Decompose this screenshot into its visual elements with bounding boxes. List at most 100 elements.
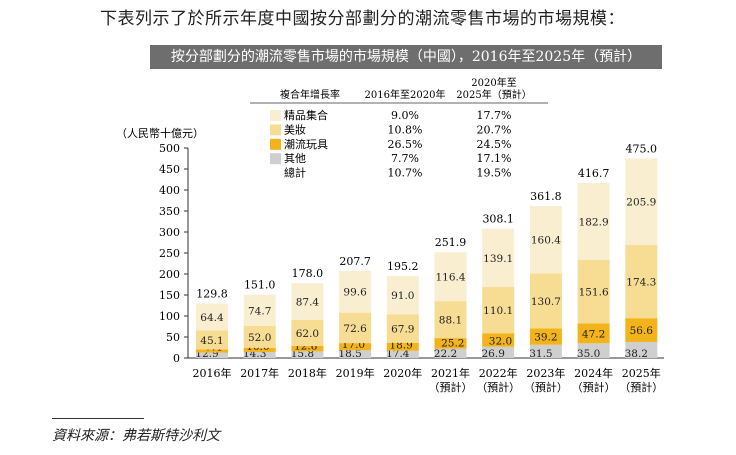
y-tick-label: 0 <box>173 352 180 365</box>
legend-cagr-2016-2020: 26.5% <box>388 138 423 151</box>
bar-total-label: 178.0 <box>292 267 324 280</box>
bar-value-label: 151.6 <box>579 287 609 299</box>
bar-segment <box>386 342 419 351</box>
x-tick-sublabel: （預計） <box>619 380 663 394</box>
x-tick-label: 2018年 <box>288 366 327 380</box>
y-tick-label: 50 <box>166 331 180 344</box>
y-axis-label: （人民幣十億元） <box>116 126 204 140</box>
chart-title: 按分部劃分的潮流零售市場的市場規模（中國），2016年至2025年（預計） <box>150 45 662 69</box>
x-tick-label: 2024年 <box>574 366 613 380</box>
bar-segment <box>339 270 372 313</box>
bar-segment <box>291 319 324 346</box>
bar-segment <box>339 343 372 351</box>
bar-value-label: 52.0 <box>248 332 271 344</box>
x-tick-label: 2019年 <box>336 366 375 380</box>
y-tick-label: 150 <box>159 289 180 302</box>
legend-swatch <box>270 138 281 150</box>
legend-label: 美妝 <box>284 122 306 136</box>
bar-segment <box>434 252 467 302</box>
bar-value-label: 130.7 <box>531 296 561 308</box>
bar-segment <box>339 312 372 344</box>
y-tick-label: 500 <box>159 142 180 155</box>
bar-total-label: 207.7 <box>339 255 371 268</box>
bar-segment <box>577 259 610 324</box>
bar-segment <box>196 349 228 353</box>
bar-segment <box>243 351 276 358</box>
bar-value-label: 39.2 <box>534 332 557 344</box>
bar-total-label: 308.1 <box>482 213 514 226</box>
bar-segment <box>243 325 276 348</box>
cagr-col1-header: 2016年至2020年 <box>365 88 446 101</box>
bar-value-label: 91.0 <box>391 290 414 302</box>
legend-cagr-2016-2020: 7.7% <box>391 152 419 165</box>
bar-value-label: 88.1 <box>439 315 462 327</box>
bar-value-label: 62.0 <box>296 328 319 340</box>
bar-segment <box>625 158 658 245</box>
cagr-col2-header-line2: 2025年（預計） <box>456 88 531 101</box>
y-tick-label: 350 <box>159 205 180 218</box>
legend-swatch <box>270 153 281 165</box>
bar-segment <box>196 330 228 350</box>
bar-value-label: 35.0 <box>577 348 600 360</box>
bar-value-label: 160.4 <box>531 235 561 247</box>
cagr-col2-header-line1: 2020年至 <box>471 76 516 89</box>
legend-cagr-2016-2020: 9.0% <box>391 109 419 122</box>
legend-cagr-2020-2025: 24.5% <box>477 138 512 151</box>
x-tick-label: 2016年 <box>193 366 232 380</box>
x-axis-labels: 2016年 2017年 2018年 2019年 2020年 2021年（預計）2022年（… <box>193 366 664 394</box>
legend-cagr-2020-2025: 17.7% <box>477 109 512 122</box>
cagr-header-label: 複合年增長率 <box>280 88 340 101</box>
bar-value-label: 67.9 <box>391 323 414 335</box>
bar-total-label: 151.0 <box>244 279 276 292</box>
bars: 12.97.445.164.4129.814.310.052.074.7151.… <box>195 143 658 360</box>
bar-value-label: 17.4 <box>386 348 410 360</box>
bar-segment <box>529 328 562 345</box>
bar-total-label: 361.8 <box>530 190 562 203</box>
bar-segment <box>434 338 467 349</box>
x-tick-label: 2022年 <box>479 366 518 380</box>
bar-value-label: 182.9 <box>579 216 609 228</box>
legend-cagr-2020-2025: 17.1% <box>477 152 512 165</box>
x-tick-sublabel: （預計） <box>524 380 568 394</box>
bar-segment <box>482 228 515 288</box>
bar-segment <box>386 276 419 315</box>
y-tick-label: 450 <box>159 163 180 176</box>
bar-segment <box>577 323 610 344</box>
bar-segment <box>386 314 419 343</box>
bar-segment <box>291 283 324 320</box>
y-tick-label: 200 <box>159 268 180 281</box>
legend-cagr-2016-2020: 10.8% <box>388 123 423 136</box>
bar-total-label: 251.9 <box>435 236 467 249</box>
source-note: 資料來源：弗若斯特沙利文 <box>52 428 220 444</box>
legend-swatch <box>270 110 281 121</box>
bar-segment <box>291 351 324 358</box>
bar-segment <box>577 343 610 358</box>
bar-segment <box>434 348 467 358</box>
bar-value-label: 25.2 <box>441 338 464 350</box>
x-tick-label: 2021年 <box>431 366 470 380</box>
y-tick-label: 300 <box>159 226 180 239</box>
bar-value-label: 174.3 <box>626 277 656 289</box>
bar-value-label: 18.5 <box>338 348 361 360</box>
bar-total-label: 195.2 <box>387 260 419 273</box>
y-tick-label: 250 <box>159 247 180 260</box>
legend-cagr-2016-2020: 10.7% <box>388 167 423 180</box>
bar-value-label: 64.4 <box>200 312 224 324</box>
bar-total-label: 129.8 <box>196 287 228 300</box>
bar-total-label: 475.0 <box>626 143 658 156</box>
bar-value-label: 56.6 <box>630 325 654 337</box>
bar-value-label: 99.6 <box>343 287 367 299</box>
bar-value-label: 205.9 <box>626 197 656 209</box>
bar-segment <box>196 303 228 331</box>
bar-value-label: 45.1 <box>200 335 223 347</box>
bar-segment <box>339 350 372 358</box>
x-tick-label: 2017年 <box>240 366 279 380</box>
legend-label: 潮流玩具 <box>284 137 328 151</box>
legend-label: 總計 <box>284 166 306 180</box>
bar-segment <box>482 333 515 347</box>
bar-segment <box>577 182 610 260</box>
bar-segment <box>243 294 276 326</box>
x-tick-label: 2025年 <box>622 366 661 380</box>
page-heading: 下表列示了於所示年度中國按分部劃分的潮流零售市場的市場規模： <box>100 9 625 29</box>
x-tick-sublabel: （預計） <box>429 380 473 394</box>
